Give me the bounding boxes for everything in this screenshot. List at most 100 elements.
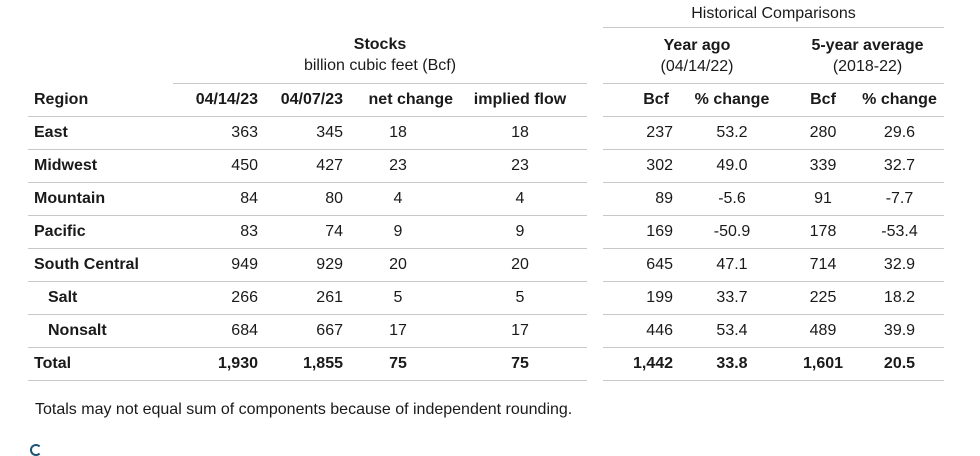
- current-week-cell: 450: [173, 149, 258, 183]
- prior-week-cell: 80: [258, 182, 343, 216]
- prior-week-cell: 345: [258, 116, 343, 150]
- column-header-region: Region: [28, 83, 173, 117]
- header-row-top: Historical Comparisons: [28, 0, 944, 28]
- storage-table-body: East 363 345 18 18 237 53.2 280 29.6 Midwest 450 42…: [28, 116, 944, 381]
- table-row: East 363 345 18 18 237 53.2 280 29.6: [28, 116, 944, 150]
- column-header-implied-flow: implied flow: [453, 83, 587, 117]
- table-row: Total 1,930 1,855 75 75 1,442 33.8 1,601 20.5: [28, 347, 944, 381]
- region-cell: Pacific: [28, 215, 173, 249]
- net-change-cell: 9: [343, 215, 453, 249]
- prior-week-cell: 929: [258, 248, 343, 282]
- stocks-title: Stocks: [353, 36, 407, 54]
- five-year-bcf-cell: 1,601: [791, 347, 855, 381]
- storage-table-container: Historical Comparisons Stocks billion cu…: [28, 0, 944, 381]
- five-year-bcf-cell: 225: [791, 281, 855, 315]
- stocks-subtitle: billion cubic feet (Bcf): [303, 57, 457, 75]
- region-cell: East: [28, 116, 173, 150]
- implied-flow-cell: 4: [453, 182, 587, 216]
- current-week-cell: 83: [173, 215, 258, 249]
- five-year-bcf-cell: 280: [791, 116, 855, 150]
- year-ago-subtitle: (04/14/22): [660, 57, 734, 75]
- five-year-bcf-cell: 178: [791, 215, 855, 249]
- column-header-year-ago-bcf: Bcf: [603, 83, 673, 117]
- implied-flow-cell: 17: [453, 314, 587, 348]
- year-ago-pct-cell: 49.0: [673, 149, 791, 183]
- year-ago-group-header: Year ago (04/14/22): [603, 27, 791, 84]
- current-week-cell: 84: [173, 182, 258, 216]
- year-ago-bcf-cell: 169: [603, 215, 673, 249]
- implied-flow-cell: 9: [453, 215, 587, 249]
- prior-week-cell: 427: [258, 149, 343, 183]
- historical-comparisons-title: Historical Comparisons: [603, 0, 944, 28]
- year-ago-pct-cell: 53.2: [673, 116, 791, 150]
- year-ago-pct-cell: 47.1: [673, 248, 791, 282]
- table-row: Midwest 450 427 23 23 302 49.0 339 32.7: [28, 149, 944, 183]
- column-header-prior-week: 04/07/23: [258, 83, 343, 117]
- region-cell: Nonsalt: [28, 314, 173, 348]
- region-cell: Mountain: [28, 182, 173, 216]
- year-ago-bcf-cell: 1,442: [603, 347, 673, 381]
- column-header-five-year-bcf: Bcf: [791, 83, 855, 117]
- year-ago-pct-cell: 33.7: [673, 281, 791, 315]
- net-change-cell: 75: [343, 347, 453, 381]
- five-year-pct-cell: 32.7: [855, 149, 944, 183]
- five-year-pct-cell: -53.4: [855, 215, 944, 249]
- region-cell: Salt: [28, 281, 173, 315]
- five-year-title: 5-year average: [811, 36, 924, 54]
- implied-flow-cell: 23: [453, 149, 587, 183]
- net-change-cell: 4: [343, 182, 453, 216]
- prior-week-cell: 667: [258, 314, 343, 348]
- year-ago-pct-cell: 33.8: [673, 347, 791, 381]
- current-week-cell: 266: [173, 281, 258, 315]
- implied-flow-cell: 75: [453, 347, 587, 381]
- column-header-five-year-pct: % change: [855, 83, 944, 117]
- table-row: Nonsalt 684 667 17 17 446 53.4 489 39.9: [28, 314, 944, 348]
- net-change-cell: 5: [343, 281, 453, 315]
- stocks-group-header: Stocks billion cubic feet (Bcf): [173, 27, 587, 84]
- current-week-cell: 684: [173, 314, 258, 348]
- five-year-pct-cell: -7.7: [855, 182, 944, 216]
- five-year-pct-cell: 20.5: [855, 347, 944, 381]
- region-cell: South Central: [28, 248, 173, 282]
- year-ago-bcf-cell: 199: [603, 281, 673, 315]
- prior-week-cell: 1,855: [258, 347, 343, 381]
- column-header-row: Region 04/14/23 04/07/23 net change impl…: [28, 83, 944, 117]
- five-year-subtitle: (2018-22): [832, 57, 903, 75]
- five-year-pct-cell: 39.9: [855, 314, 944, 348]
- implied-flow-cell: 18: [453, 116, 587, 150]
- table-row: Salt 266 261 5 5 199 33.7 225 18.2: [28, 281, 944, 315]
- net-change-cell: 17: [343, 314, 453, 348]
- net-change-cell: 23: [343, 149, 453, 183]
- year-ago-bcf-cell: 302: [603, 149, 673, 183]
- year-ago-bcf-cell: 89: [603, 182, 673, 216]
- year-ago-pct-cell: -50.9: [673, 215, 791, 249]
- partially-visible-glyph: [30, 444, 42, 456]
- year-ago-bcf-cell: 446: [603, 314, 673, 348]
- year-ago-pct-cell: 53.4: [673, 314, 791, 348]
- net-change-cell: 20: [343, 248, 453, 282]
- current-week-cell: 1,930: [173, 347, 258, 381]
- five-year-bcf-cell: 489: [791, 314, 855, 348]
- column-header-year-ago-pct: % change: [673, 83, 791, 117]
- year-ago-bcf-cell: 237: [603, 116, 673, 150]
- column-header-current-week: 04/14/23: [173, 83, 258, 117]
- five-year-group-header: 5-year average (2018-22): [791, 27, 944, 84]
- table-row: South Central 949 929 20 20 645 47.1 714 32.9: [28, 248, 944, 282]
- implied-flow-cell: 5: [453, 281, 587, 315]
- implied-flow-cell: 20: [453, 248, 587, 282]
- five-year-bcf-cell: 91: [791, 182, 855, 216]
- five-year-bcf-cell: 714: [791, 248, 855, 282]
- year-ago-title: Year ago: [663, 36, 731, 54]
- current-week-cell: 949: [173, 248, 258, 282]
- column-header-net-change: net change: [343, 83, 453, 117]
- region-cell: Total: [28, 347, 173, 381]
- prior-week-cell: 74: [258, 215, 343, 249]
- year-ago-bcf-cell: 645: [603, 248, 673, 282]
- five-year-pct-cell: 29.6: [855, 116, 944, 150]
- net-change-cell: 18: [343, 116, 453, 150]
- five-year-bcf-cell: 339: [791, 149, 855, 183]
- footnote: Totals may not equal sum of components b…: [35, 401, 573, 418]
- header-row-groups: Stocks billion cubic feet (Bcf) Year ago…: [28, 27, 944, 84]
- current-week-cell: 363: [173, 116, 258, 150]
- region-cell: Midwest: [28, 149, 173, 183]
